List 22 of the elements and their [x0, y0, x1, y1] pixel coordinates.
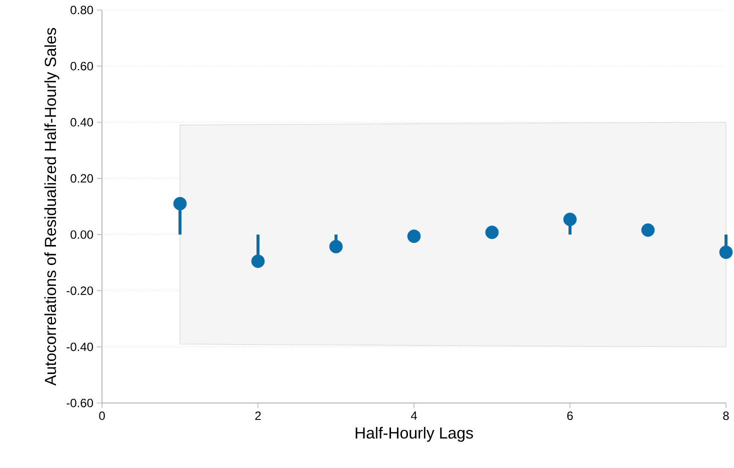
y-tick-label: 0.20	[70, 174, 94, 183]
point	[173, 196, 187, 210]
x-tick-label: 4	[410, 412, 417, 420]
point	[563, 212, 577, 226]
y-tick-label: -0.20	[66, 286, 94, 295]
y-axis-title: Autocorrelations of Residualized Half-Hourly Sales	[44, 28, 60, 386]
point	[407, 230, 421, 243]
x-axis-title: Half-Hourly Lags	[356, 426, 473, 442]
x-tick-label: 0	[99, 412, 105, 420]
point	[251, 254, 265, 268]
point	[641, 223, 655, 237]
y-tick-label: -0.60	[66, 398, 94, 408]
y-tick-label: 0.60	[70, 62, 94, 70]
x-tick-label: 8	[723, 412, 729, 420]
x-tick-label: 6	[567, 412, 573, 420]
y-tick-label: 0.40	[70, 118, 94, 127]
y-tick-label: 0.00	[70, 230, 94, 239]
point	[485, 226, 499, 240]
x-tick-label: 2	[255, 412, 261, 420]
y-tick-label: -0.40	[66, 342, 94, 352]
point	[329, 240, 343, 254]
y-tick-label: 0.80	[70, 6, 94, 14]
